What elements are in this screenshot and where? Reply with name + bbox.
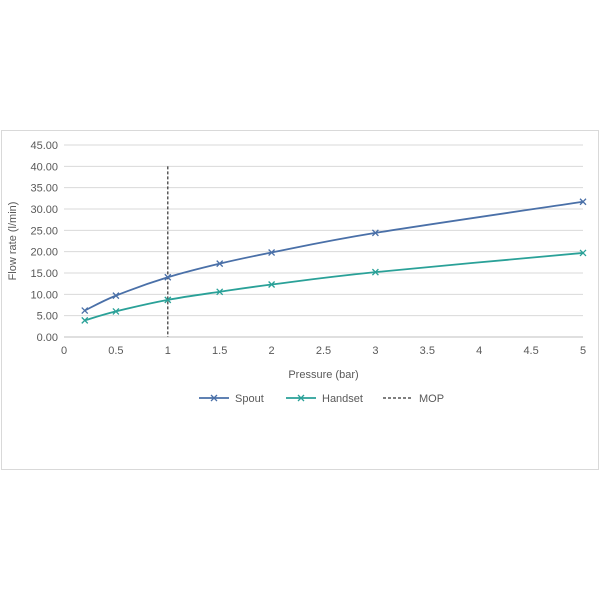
data-point-spout [579,198,587,206]
series-line-spout [84,200,584,312]
data-point-handset [579,249,587,257]
y-tick-label: 15.00 [30,268,58,280]
legend-label-mop: MOP [419,393,444,405]
data-point-spout [216,260,224,268]
data-point-spout [371,229,379,237]
y-tick-label: 30.00 [30,204,58,216]
y-tick-label: 5.00 [37,311,58,323]
data-point-spout [164,273,172,281]
y-tick-label: 0.00 [37,332,58,344]
data-point-spout [112,292,120,300]
x-tick-label: 1 [165,345,171,357]
data-point-handset [268,281,276,288]
data-point-handset [216,288,224,296]
x-tick-label: 1.5 [212,345,227,357]
data-point-handset [164,296,172,304]
y-axis-title: Flow rate (l/min) [7,202,19,281]
data-point-handset [371,268,379,276]
data-point-handset [112,307,120,315]
y-tick-label: 20.00 [30,247,58,259]
legend-label-handset: Handset [322,393,363,405]
x-tick-label: 3 [372,345,378,357]
x-tick-label: 2.5 [316,345,331,357]
data-point-handset [81,316,89,324]
y-tick-label: 40.00 [30,161,58,173]
y-tick-label: 35.00 [30,183,58,195]
x-axis-title: Pressure (bar) [288,369,358,381]
series-line-handset [84,252,584,322]
data-point-spout [81,307,89,315]
x-tick-label: 0.5 [108,345,123,357]
legend-marker-spout [210,394,218,402]
legend-marker-handset [297,394,305,402]
y-tick-label: 45.00 [30,140,58,152]
x-tick-label: 4.5 [523,345,538,357]
y-tick-label: 25.00 [30,225,58,237]
legend-label-spout: Spout [235,393,264,405]
y-tick-label: 10.00 [30,289,58,301]
line-chart: 0.005.0010.0015.0020.0025.0030.0035.0040… [7,140,587,405]
x-tick-label: 3.5 [420,345,435,357]
x-tick-label: 4 [476,345,482,357]
x-tick-label: 2 [269,345,275,357]
x-tick-label: 5 [580,345,586,357]
chart-area: 0.00 5.00 10.00 15.00 20.00 25.00 30.00 35.00 40… [1,130,599,470]
x-tick-label: 0 [61,345,67,357]
data-point-spout [268,249,276,256]
